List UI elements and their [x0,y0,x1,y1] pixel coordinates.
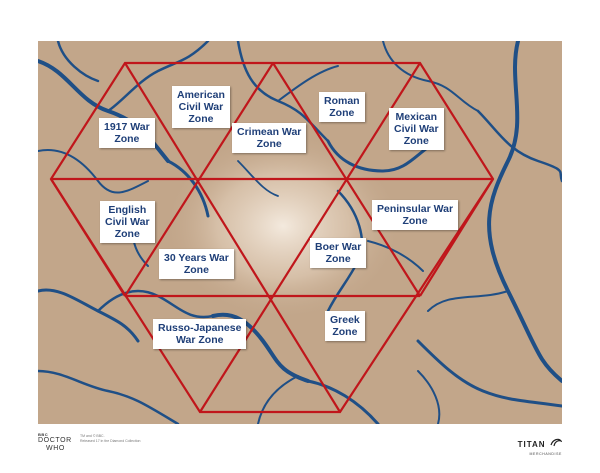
center-glow [163,131,403,321]
zone-label-roman: Roman Zone [319,92,365,122]
zone-label-mexican-civil-war: Mexican Civil War Zone [389,108,444,150]
titan-logo-text: TITAN [517,440,546,449]
grid-line-diagonal-1 [124,62,341,413]
titan-merchandise-logo: TITAN MERCHANDISE [517,434,563,456]
zone-label-english-civil-war: English Civil War Zone [100,201,155,243]
copyright-notice: TM and © BBC. Released 17 in the Diamond… [80,434,141,444]
zone-label-30-years: 30 Years War Zone [159,249,234,279]
zone-label-russo-japanese: Russo-Japanese War Zone [153,319,247,349]
merchandise-text: MERCHANDISE [529,452,562,456]
grid-line-diagonal-3 [272,62,421,297]
grid-line-diagonal-2 [199,62,421,413]
doctor-who-logo-line2: WHO [46,445,65,452]
zone-label-crimean: Crimean War Zone [232,123,307,153]
zone-label-boer: Boer War Zone [310,238,367,268]
copyright-line-1: TM and © BBC. [80,434,105,438]
titan-swirl-icon [550,438,563,447]
grid-line-diagonal-6 [419,178,494,297]
zone-grid [49,61,495,414]
war-zones-map: 1917 War Zone American Civil War Zone Crime… [38,41,562,424]
copyright-line-2: Released 17 in the Diamond Collection [80,439,141,443]
grid-line-diagonal-4 [124,62,274,297]
doctor-who-logo: BBC DOCTOR WHO [38,432,158,470]
doctor-who-logo-line1: DOCTOR [38,437,72,444]
bbc-logo: BBC [38,432,49,437]
grid-line-diagonal-5 [50,178,126,297]
zone-label-greek: Greek Zone [325,311,365,341]
zone-label-peninsular: Peninsular War Zone [372,200,459,230]
zone-label-american-civil-war: American Civil War Zone [172,86,230,128]
zone-label-1917: 1917 War Zone [99,118,155,148]
